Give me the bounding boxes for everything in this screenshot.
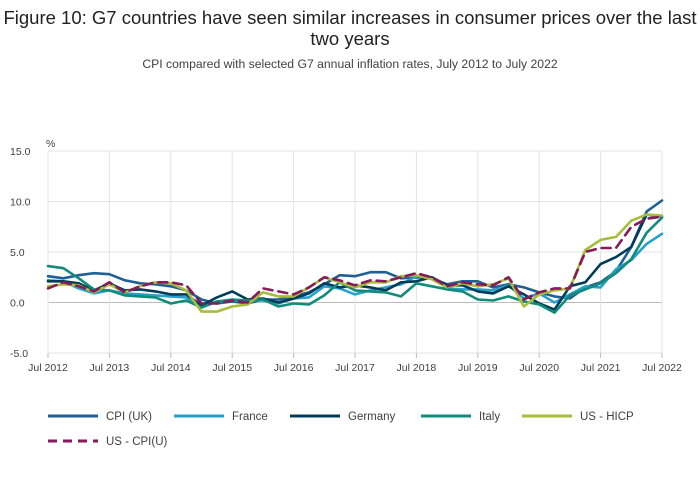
x-tick-label: Jul 2012 [28,362,68,374]
y-tick-label: 15.0 [10,146,31,158]
series-lines [46,199,664,314]
legend-label: CPI (UK) [106,411,152,423]
x-tick-label: Jul 2022 [642,362,682,374]
series-line-italy [46,216,664,314]
x-tick-label: Jul 2013 [90,362,130,374]
legend: CPI (UK) France Germany Italy US - HICP US - … [48,411,634,448]
x-tick-label: Jul 2014 [151,362,191,374]
y-axis-label: % [46,138,55,150]
y-tick-label: 0.0 [10,298,25,310]
legend-label: US - HICP [580,411,634,423]
y-tick-label: 5.0 [10,247,25,259]
legend-label: Italy [479,411,500,423]
y-tick-label: -5.0 [10,348,28,360]
x-tick-label: Jul 2016 [274,362,314,374]
x-tick-label: Jul 2018 [397,362,437,374]
x-tick-label: Jul 2015 [212,362,252,374]
x-tick-label: Jul 2020 [519,362,559,374]
x-tick-label: Jul 2017 [335,362,375,374]
y-tick-label: 10.0 [10,197,31,209]
legend-label: US - CPI(U) [106,436,168,448]
x-tick-label: Jul 2019 [458,362,498,374]
axes: % -5.0 0.0 5.0 10.0 15.0 Jul 2012 Jul 2013 Jul … [10,138,682,374]
chart-title: Figure 10: G7 countries have seen simila… [3,7,697,49]
legend-label: France [232,411,268,423]
series-line-us-cpi-u [46,215,664,305]
x-tick-label: Jul 2021 [581,362,621,374]
chart-subtitle: CPI compared with selected G7 annual inf… [142,57,558,71]
legend-label: Germany [348,411,396,423]
gridlines [47,150,663,354]
